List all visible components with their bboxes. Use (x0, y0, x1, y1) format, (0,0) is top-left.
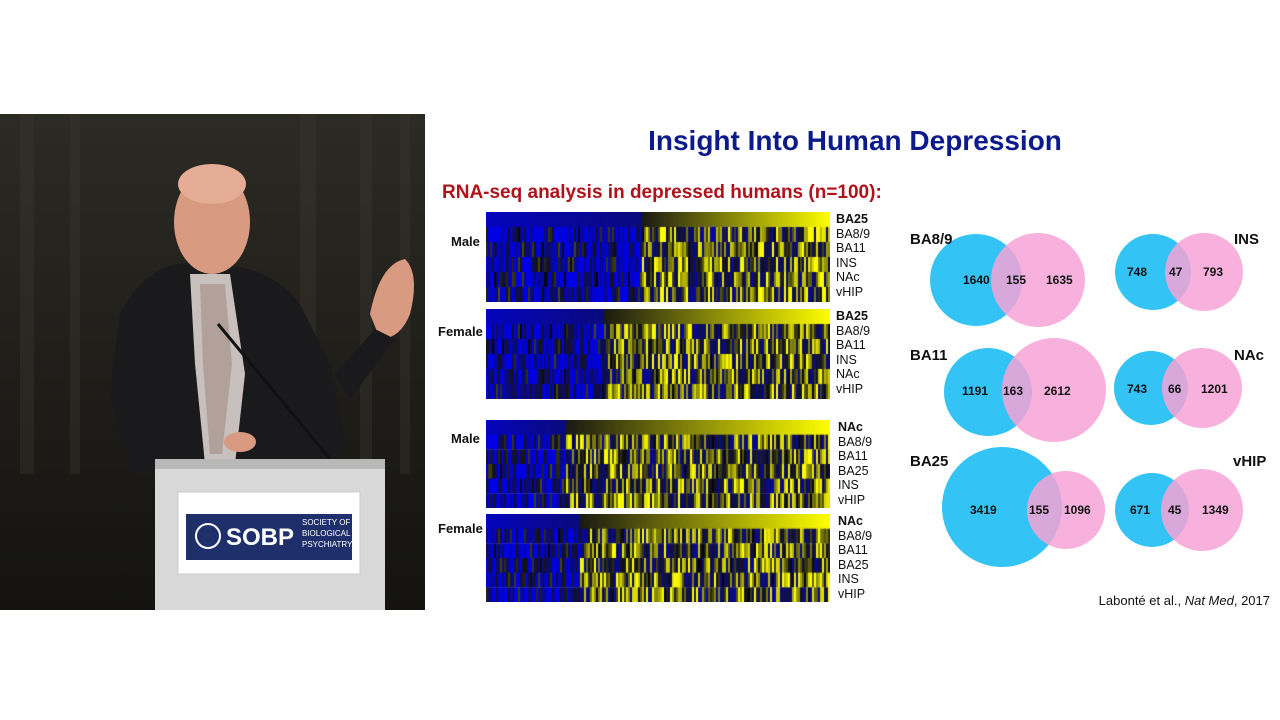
speaker-video: SOBP SOCIETY OF BIOLOGICAL PSYCHIATRY (0, 114, 425, 610)
venn-title-ba25: BA25 (910, 453, 949, 470)
heatmap-1 (486, 212, 830, 302)
venn-title-ba89: BA8/9 (910, 231, 953, 248)
venn-ba25-left-count: 3419 (970, 503, 997, 517)
venn-nac-overlap-count: 66 (1168, 382, 1182, 396)
venn-ba25-right (1027, 471, 1105, 549)
venn-ba25-overlap-count: 155 (1029, 503, 1050, 517)
venn-ins-right-count: 793 (1203, 265, 1224, 279)
venn-ba11-right-count: 2612 (1044, 384, 1071, 398)
venn-ba89-overlap-count: 155 (1006, 273, 1027, 287)
venn-vhip-right (1161, 469, 1243, 551)
venn-title-ins: INS (1234, 231, 1260, 248)
venn-nac-right (1162, 348, 1242, 428)
venn-vhip-right-count: 1349 (1202, 503, 1229, 517)
heatmap-3-group-label: Male (451, 431, 480, 446)
heatmap-2 (486, 309, 830, 399)
venn-title-nac: NAc (1234, 347, 1265, 364)
venn-vhip-overlap-count: 45 (1168, 503, 1182, 517)
svg-text:SOCIETY OF: SOCIETY OF (302, 518, 350, 527)
logo-text: SOBP (226, 524, 294, 551)
heatmap-4 (486, 514, 830, 602)
heatmap-2-group-label: Female (438, 324, 483, 339)
heatmap-4-group-label: Female (438, 521, 483, 536)
venn-ba25-left (942, 447, 1062, 567)
venn-ba11-right (1002, 338, 1106, 442)
venn-ba11-left-count: 1191 (962, 384, 989, 398)
heatmap-1-group-label: Male (451, 234, 480, 249)
venn-ins-left-count: 748 (1127, 265, 1148, 279)
venn-ba89-right (991, 233, 1085, 327)
heatmap-2-row-labels: BA25 BA8/9 BA11 INS NAc vHIP (836, 309, 871, 396)
venn-ins-right (1165, 233, 1243, 311)
slide-title: Insight Into Human Depression (648, 125, 1062, 156)
venn-ba89-left-count: 1640 (963, 273, 990, 287)
citation: Labonté et al., Nat Med, 2017 (1098, 593, 1270, 608)
svg-text:BIOLOGICAL: BIOLOGICAL (302, 529, 351, 538)
venn-title-ba11: BA11 (910, 347, 948, 364)
venn-vhip-left-count: 671 (1130, 503, 1151, 517)
heatmap-3-row-labels: NAc BA8/9 BA11 BA25 INS vHIP (838, 420, 873, 507)
slide-subtitle: RNA-seq analysis in depressed humans (n=… (442, 182, 882, 203)
venn-diagrams (930, 233, 1243, 567)
heatmap-3 (486, 420, 830, 508)
venn-ba25-right-count: 1096 (1064, 503, 1091, 517)
heatmap-1-row-labels: BA25 BA8/9 BA11 INS NAc vHIP (836, 212, 871, 299)
venn-nac-right-count: 1201 (1201, 382, 1228, 396)
venn-title-vhip: vHIP (1233, 453, 1267, 470)
venn-nac-left-count: 743 (1127, 382, 1148, 396)
speaker-scene: SOBP SOCIETY OF BIOLOGICAL PSYCHIATRY (20, 114, 414, 610)
venn-ins-overlap-count: 47 (1169, 265, 1183, 279)
venn-ba11-overlap-count: 163 (1003, 384, 1024, 398)
svg-text:PSYCHIATRY: PSYCHIATRY (302, 540, 353, 549)
heatmap-4-row-labels: NAc BA8/9 BA11 BA25 INS vHIP (838, 514, 873, 601)
venn-ba89-right-count: 1635 (1046, 273, 1073, 287)
